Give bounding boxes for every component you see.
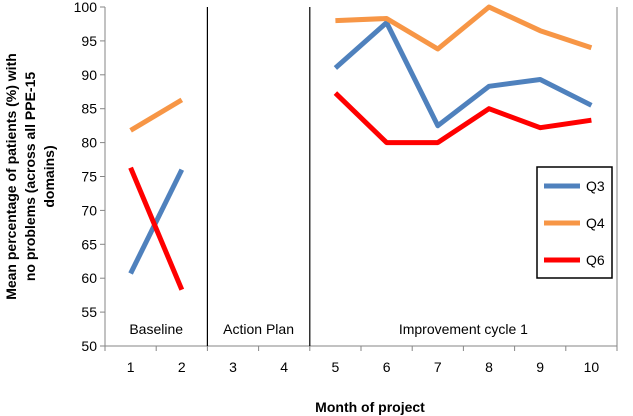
y-tick-label: 95	[81, 33, 97, 49]
x-tick-label: 7	[434, 359, 442, 375]
series-line-q6	[128, 166, 185, 291]
axes	[104, 7, 618, 347]
x-tick-label: 8	[485, 359, 493, 375]
x-axis-title: Month of project	[315, 399, 425, 415]
legend-label: Q6	[586, 252, 605, 268]
phase-label: Improvement cycle 1	[399, 321, 528, 337]
x-tick-label: 3	[229, 359, 237, 375]
y-tick-label: 80	[81, 135, 97, 151]
y-tick-label: 50	[81, 338, 97, 354]
y-tick-label: 70	[81, 202, 97, 218]
series-line-q4	[129, 97, 184, 133]
x-tick-label: 5	[332, 359, 340, 375]
y-tick-label: 100	[74, 0, 98, 15]
y-tick-label: 55	[81, 304, 97, 320]
y-tick-label: 90	[81, 67, 97, 83]
y-axis-title-line: no problems (across all PPE-15	[22, 72, 38, 282]
x-tick-label: 10	[584, 359, 600, 375]
y-tick-label: 75	[81, 169, 97, 185]
x-tick-label: 6	[383, 359, 391, 375]
y-axis-ticks: 50 55 60 65 70 75 80 85 90 95 100	[74, 0, 105, 354]
y-tick-label: 60	[81, 270, 97, 286]
x-axis-ticks: 1 2 3 4 5 6 7 8 9 10	[104, 346, 618, 375]
y-tick-label: 85	[81, 101, 97, 117]
x-tick-label: 2	[178, 359, 186, 375]
series-line-q4	[335, 4, 593, 52]
phase-label: Baseline	[129, 321, 183, 337]
y-tick-label: 65	[81, 236, 97, 252]
y-axis-title-line: Mean percentage of patients (%) with	[3, 53, 19, 300]
series-line-q3	[128, 168, 185, 275]
x-tick-label: 9	[536, 359, 544, 375]
series-line-q6	[333, 91, 592, 146]
x-tick-label: 1	[127, 359, 135, 375]
series-lines	[128, 4, 593, 291]
y-axis-title-line: domains)	[41, 145, 57, 207]
series-line-q3	[333, 20, 593, 129]
phase-label: Action Plan	[223, 321, 294, 337]
legend-label: Q3	[586, 178, 605, 194]
phase-dividers: Baseline Action Plan Improvement cycle 1	[129, 7, 528, 346]
legend: Q3 Q4 Q6	[536, 166, 613, 279]
x-tick-label: 4	[280, 359, 288, 375]
y-axis-title: Mean percentage of patients (%) with no p…	[3, 53, 57, 300]
legend-label: Q4	[586, 215, 605, 231]
